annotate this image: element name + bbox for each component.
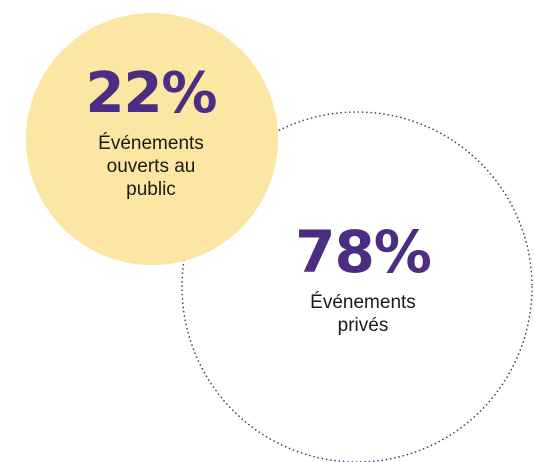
- bubble-public-events: [26, 13, 278, 265]
- private-events-label-line-2: privés: [337, 315, 389, 336]
- bubble-private-events: [181, 111, 533, 462]
- private-events-percent: 78%: [295, 218, 432, 286]
- public-events-label-line-3: public: [126, 179, 176, 200]
- public-events-label-group: 22% Événements ouverts au public: [85, 61, 217, 201]
- public-events-percent: 22%: [85, 61, 217, 126]
- public-events-label-line-1: Événements: [98, 133, 204, 154]
- private-events-label-group: 78% Événements privés: [295, 218, 432, 337]
- public-events-label-line-2: ouverts au: [106, 156, 196, 177]
- private-events-label-line-1: Événements: [310, 292, 416, 313]
